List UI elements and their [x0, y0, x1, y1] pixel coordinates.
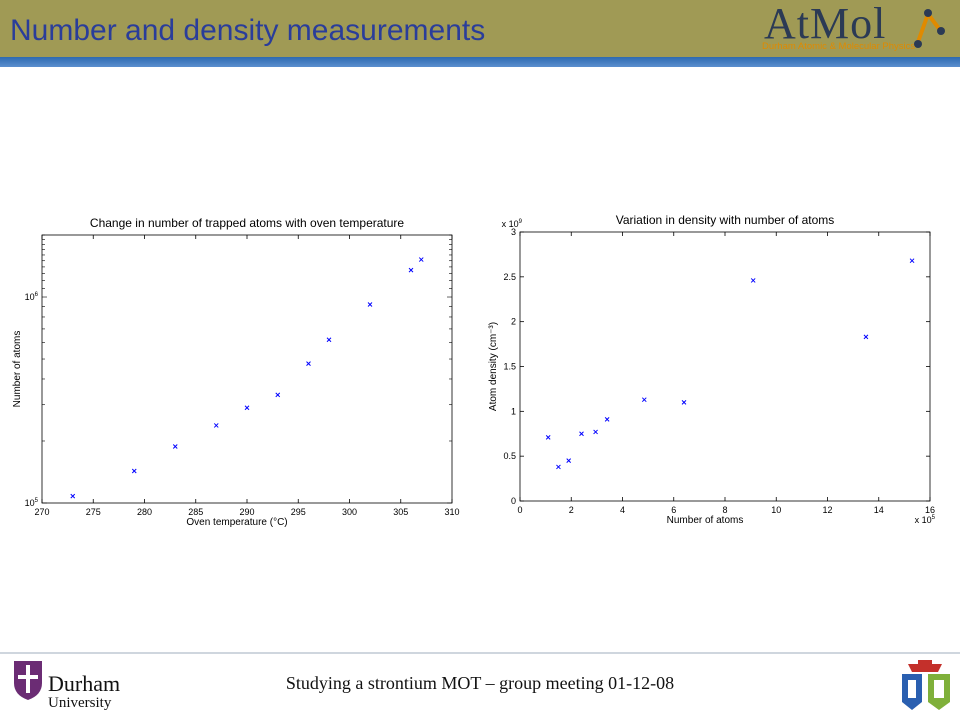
y-multiplier-exponent: 9	[519, 219, 523, 225]
data-point	[593, 429, 598, 435]
y-tick-label-base: 10	[25, 498, 35, 508]
data-point	[579, 431, 584, 437]
chart-density-vs-atoms: Variation in density with number of atom…	[488, 213, 936, 526]
x-multiplier: x 105	[915, 515, 936, 525]
logo-text: AtMol	[764, 0, 887, 48]
x-tick-label: 305	[393, 507, 408, 517]
data-point	[681, 400, 687, 405]
x-tick-label: 275	[86, 507, 101, 517]
x-tick-label: 2	[569, 505, 574, 515]
y-tick-label: 106	[25, 292, 39, 302]
y-tick-label: 0.5	[503, 451, 516, 461]
atmol-logo: AtMol Durham Atomic & Molecular Physics	[760, 0, 960, 57]
data-point	[70, 493, 76, 499]
data-point	[408, 267, 414, 273]
data-point	[750, 278, 756, 283]
data-point	[244, 405, 250, 411]
molecule-icon	[914, 9, 945, 48]
header-bar	[0, 0, 960, 57]
footer-text: Studying a strontium MOT – group meeting…	[285, 673, 675, 693]
x-tick-label: 6	[671, 505, 676, 515]
department-logo-icon	[902, 660, 950, 710]
footer-divider	[0, 652, 960, 654]
x-tick-label: 10	[771, 505, 781, 515]
x-tick-label: 280	[137, 507, 152, 517]
data-point	[863, 334, 869, 340]
x-tick-label: 0	[517, 505, 522, 515]
data-point	[641, 397, 647, 403]
y-tick-label: 0	[511, 496, 516, 506]
y-tick-label-exponent: 6	[35, 292, 39, 298]
y-tick-label: 2.5	[503, 272, 516, 282]
y-multiplier: x 109	[502, 219, 523, 229]
data-point	[367, 302, 373, 307]
logo-subtitle: Durham Atomic & Molecular Physics	[762, 41, 916, 52]
x-tick-label: 4	[620, 505, 625, 515]
y-tick-label: 1	[511, 406, 516, 416]
x-axis-label: Oven temperature (°C)	[186, 517, 287, 528]
y-axis-label: Atom density (cm⁻³)	[488, 322, 499, 411]
data-point	[604, 417, 610, 422]
x-tick-label: 12	[822, 505, 832, 515]
y-tick-label: 1.5	[503, 362, 516, 372]
y-multiplier-base: x 10	[502, 219, 519, 229]
university-name: Durham	[48, 671, 121, 696]
x-axis-label: Number of atoms	[667, 515, 744, 526]
university-suffix: University	[48, 695, 112, 711]
data-point	[545, 434, 551, 440]
x-tick-label: 300	[342, 507, 357, 517]
y-axis-label: Number of atoms	[12, 331, 23, 408]
x-multiplier-exponent: 5	[932, 515, 936, 521]
data-point	[213, 423, 219, 428]
x-tick-label: 16	[925, 505, 935, 515]
page-title: Number and density measurements	[10, 14, 486, 47]
y-tick-label: 105	[25, 498, 39, 508]
y-tick-label: 3	[511, 227, 516, 237]
data-point	[418, 257, 424, 262]
x-tick-label: 290	[239, 507, 254, 517]
x-tick-label: 285	[188, 507, 203, 517]
crest-icon	[14, 661, 42, 700]
data-point	[275, 392, 281, 398]
plot-area	[519, 231, 931, 502]
header-divider	[0, 57, 960, 67]
data-point	[326, 337, 332, 343]
data-point	[131, 468, 137, 474]
data-point	[556, 464, 561, 470]
chart-title: Variation in density with number of atom…	[616, 213, 835, 227]
data-point	[566, 458, 572, 464]
x-tick-label: 14	[874, 505, 884, 515]
data-point	[909, 258, 915, 264]
chart-atoms-vs-temperature: Change in number of trapped atoms with o…	[12, 216, 460, 528]
x-tick-label: 8	[722, 505, 727, 515]
y-tick-label: 2	[511, 317, 516, 327]
durham-university-logo: Durham University	[10, 657, 160, 717]
data-point	[306, 361, 311, 366]
y-tick-label-base: 10	[25, 292, 35, 302]
x-tick-label: 270	[34, 507, 49, 517]
data-point	[172, 444, 178, 449]
chart-title: Change in number of trapped atoms with o…	[90, 216, 405, 230]
x-tick-label: 310	[444, 507, 459, 517]
x-multiplier-base: x 10	[915, 515, 932, 525]
plot-area	[41, 234, 453, 504]
y-tick-label-exponent: 5	[35, 498, 39, 504]
x-tick-label: 295	[291, 507, 306, 517]
